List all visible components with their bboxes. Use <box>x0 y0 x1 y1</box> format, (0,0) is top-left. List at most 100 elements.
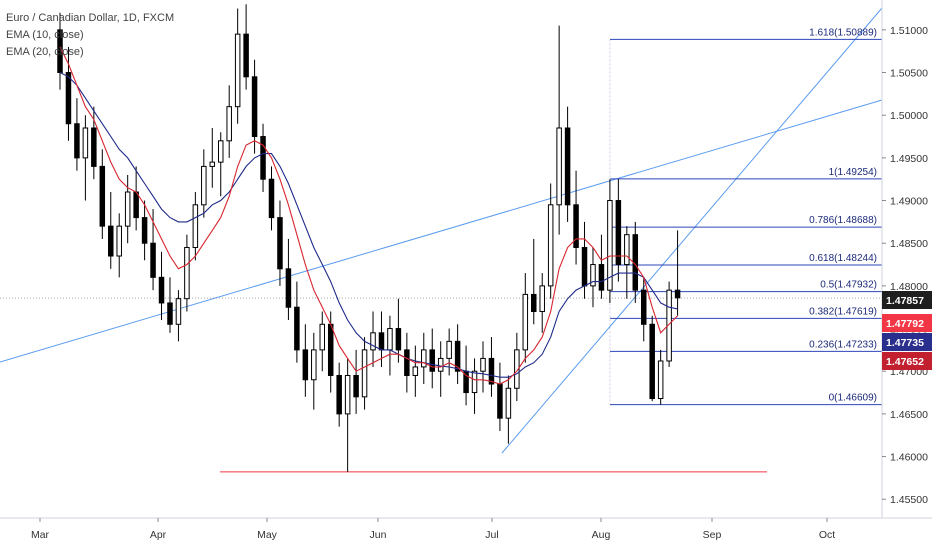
candle-body <box>108 225 114 257</box>
candle-body <box>217 140 224 163</box>
candle-body <box>124 191 131 227</box>
candle-body <box>116 225 122 257</box>
candle-body <box>395 328 402 351</box>
candle-body <box>624 234 630 266</box>
trend-lines[interactable] <box>0 7 883 454</box>
candle-body <box>302 349 309 381</box>
candle-body <box>82 127 89 159</box>
candlestick-series <box>57 4 681 472</box>
candle-body <box>268 178 275 219</box>
price-badge <box>882 352 932 370</box>
time-tick-label: Oct <box>819 529 835 541</box>
price-badge-label: 1.47735 <box>886 337 924 349</box>
candle-body <box>353 374 359 398</box>
candle-body <box>640 289 647 325</box>
candle-body <box>361 349 368 398</box>
candle-body <box>412 366 419 376</box>
candle-body <box>150 242 156 278</box>
ema-lines <box>59 46 678 385</box>
price-tick-label: 1.48000 <box>890 281 928 293</box>
candle-body <box>480 357 486 372</box>
price-tick-label: 1.49500 <box>890 153 928 165</box>
candle-body <box>421 349 427 368</box>
candle-body <box>581 246 588 287</box>
fib-level-label: 0(1.46609) <box>829 393 877 404</box>
candle-body <box>327 323 334 376</box>
candle-body <box>454 340 461 372</box>
price-tick-label: 1.46000 <box>890 452 928 464</box>
candle-body <box>531 293 537 312</box>
price-badge <box>882 314 932 332</box>
price-badge <box>882 333 932 351</box>
candle-body <box>158 276 165 304</box>
candle-body <box>404 349 410 376</box>
rising-trendline <box>501 7 883 454</box>
candle-body <box>65 72 72 125</box>
fib-level-label: 1.618(1.50889) <box>809 27 877 38</box>
price-badge-label: 1.47652 <box>886 356 924 368</box>
candle-body <box>234 33 241 108</box>
candle-body <box>201 165 207 206</box>
candle-body <box>133 191 139 219</box>
price-tick-label: 1.49000 <box>890 196 928 208</box>
time-tick-label: Jun <box>370 529 387 541</box>
price-axis[interactable]: 1.51000 1.50500 1.50000 1.49500 1.49000 1.485… <box>881 0 928 518</box>
candle-body <box>378 332 385 351</box>
candle-body <box>547 204 554 287</box>
candle-body <box>91 127 97 167</box>
candle-body <box>505 387 512 419</box>
candle-body <box>387 328 393 351</box>
candle-body <box>141 217 148 244</box>
candle-body <box>74 123 80 159</box>
price-tick-label: 1.46500 <box>890 409 928 421</box>
candle-body <box>522 293 529 351</box>
price-tick-label: 1.45500 <box>890 494 928 506</box>
chart-title: Euro / Canadian Dollar, 1D, FXCM <box>6 12 175 24</box>
chart-legend: Euro / Canadian Dollar, 1D, FXCM EMA (10… <box>6 10 174 61</box>
candle-body <box>336 374 342 415</box>
candle-body <box>226 106 232 142</box>
candle-body <box>471 370 478 394</box>
fib-level-label: 0.382(1.47619) <box>809 306 877 317</box>
price-tick-label: 1.50500 <box>890 68 928 80</box>
candle-body <box>209 161 216 167</box>
candle-body <box>370 332 376 351</box>
candle-body <box>446 340 452 359</box>
candle-body <box>184 246 190 300</box>
fibonacci-retracement[interactable]: 1.618(1.50889) 1(1.49254) 0.786(1.48688) 0.… <box>609 27 882 406</box>
time-axis[interactable]: Mar Apr May Jun Jul Aug Sep Oct <box>0 517 932 541</box>
candle-body <box>488 357 495 385</box>
candle-body <box>598 264 605 291</box>
price-tick-label: 1.51000 <box>890 25 928 37</box>
candle-body <box>514 349 520 389</box>
candle-body <box>175 298 182 325</box>
time-tick-label: Aug <box>592 529 611 541</box>
candle-body <box>277 217 283 270</box>
candle-body <box>666 289 672 362</box>
candle-body <box>556 127 562 206</box>
candle-body <box>251 76 258 138</box>
time-tick-label: Apr <box>150 529 167 541</box>
price-badge-label: 1.47857 <box>886 295 924 307</box>
ema10-line <box>59 46 678 385</box>
candle-body <box>649 323 655 400</box>
candle-body <box>260 136 266 180</box>
price-badge <box>882 291 932 309</box>
candle-body <box>573 204 579 248</box>
candle-body <box>497 383 503 419</box>
candle-body <box>344 374 351 415</box>
time-tick-label: Sep <box>703 529 722 541</box>
candle-body <box>564 127 571 206</box>
candle-body <box>437 357 444 372</box>
time-tick-label: May <box>257 529 278 541</box>
ema20-line <box>59 72 678 378</box>
candle-body <box>99 165 106 227</box>
candle-body <box>285 268 292 308</box>
candle-body <box>590 264 596 287</box>
ema20-legend: EMA (20, close) <box>6 46 84 58</box>
upper-trendline <box>0 99 883 363</box>
candle-body <box>539 285 545 312</box>
fib-level-label: 0.618(1.48244) <box>809 253 877 264</box>
candle-body <box>674 289 681 299</box>
